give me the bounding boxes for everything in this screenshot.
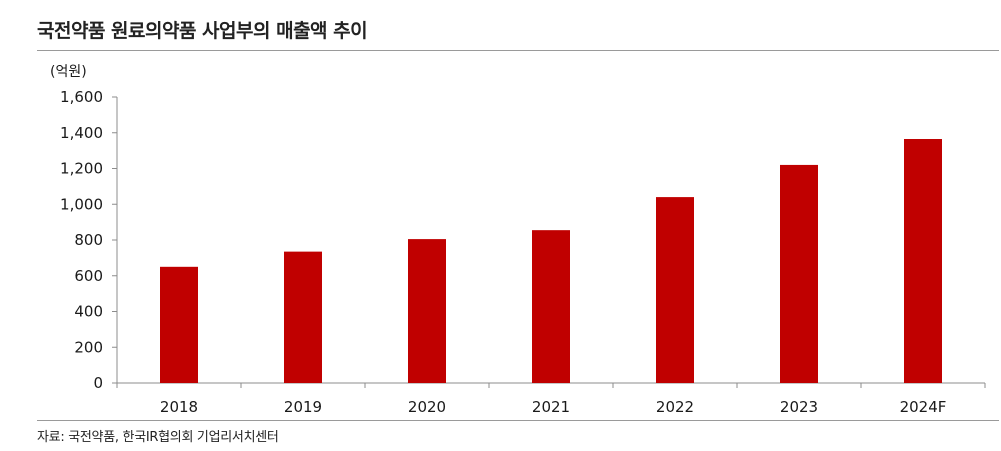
bar-2023 — [780, 164, 818, 383]
y-tick-label: 600 — [74, 267, 103, 285]
title-divider — [37, 50, 999, 51]
chart-title: 국전약품 원료의약품 사업부의 매출액 추이 — [37, 20, 368, 42]
y-tick-label: 400 — [74, 303, 103, 321]
y-tick-label: 1,600 — [60, 88, 103, 106]
x-tick-label: 2021 — [532, 398, 570, 416]
y-tick-label: 800 — [74, 231, 103, 249]
x-tick-label: 2023 — [780, 398, 818, 416]
bar-2022 — [656, 197, 694, 383]
bar-2021 — [532, 230, 570, 383]
x-tick-label: 2019 — [284, 398, 322, 416]
y-tick-label: 0 — [93, 374, 103, 392]
source-note: 자료: 국전약품, 한국IR협의회 기업리서치센터 — [37, 430, 279, 445]
x-tick-label: 2018 — [160, 398, 198, 416]
y-tick-label: 1,400 — [60, 124, 103, 142]
x-tick-label: 2020 — [408, 398, 446, 416]
bar-2024F — [904, 139, 942, 383]
bar-2018 — [160, 266, 198, 383]
x-tick-label: 2022 — [656, 398, 694, 416]
y-tick-label: 1,200 — [60, 160, 103, 178]
bar-2019 — [284, 251, 322, 383]
y-axis-unit-label: (억원) — [50, 64, 87, 80]
x-tick-label: 2024F — [900, 398, 947, 416]
bar-2020 — [408, 239, 446, 383]
source-divider — [37, 420, 999, 421]
y-tick-label: 200 — [74, 338, 103, 356]
y-tick-label: 1,000 — [60, 195, 103, 213]
